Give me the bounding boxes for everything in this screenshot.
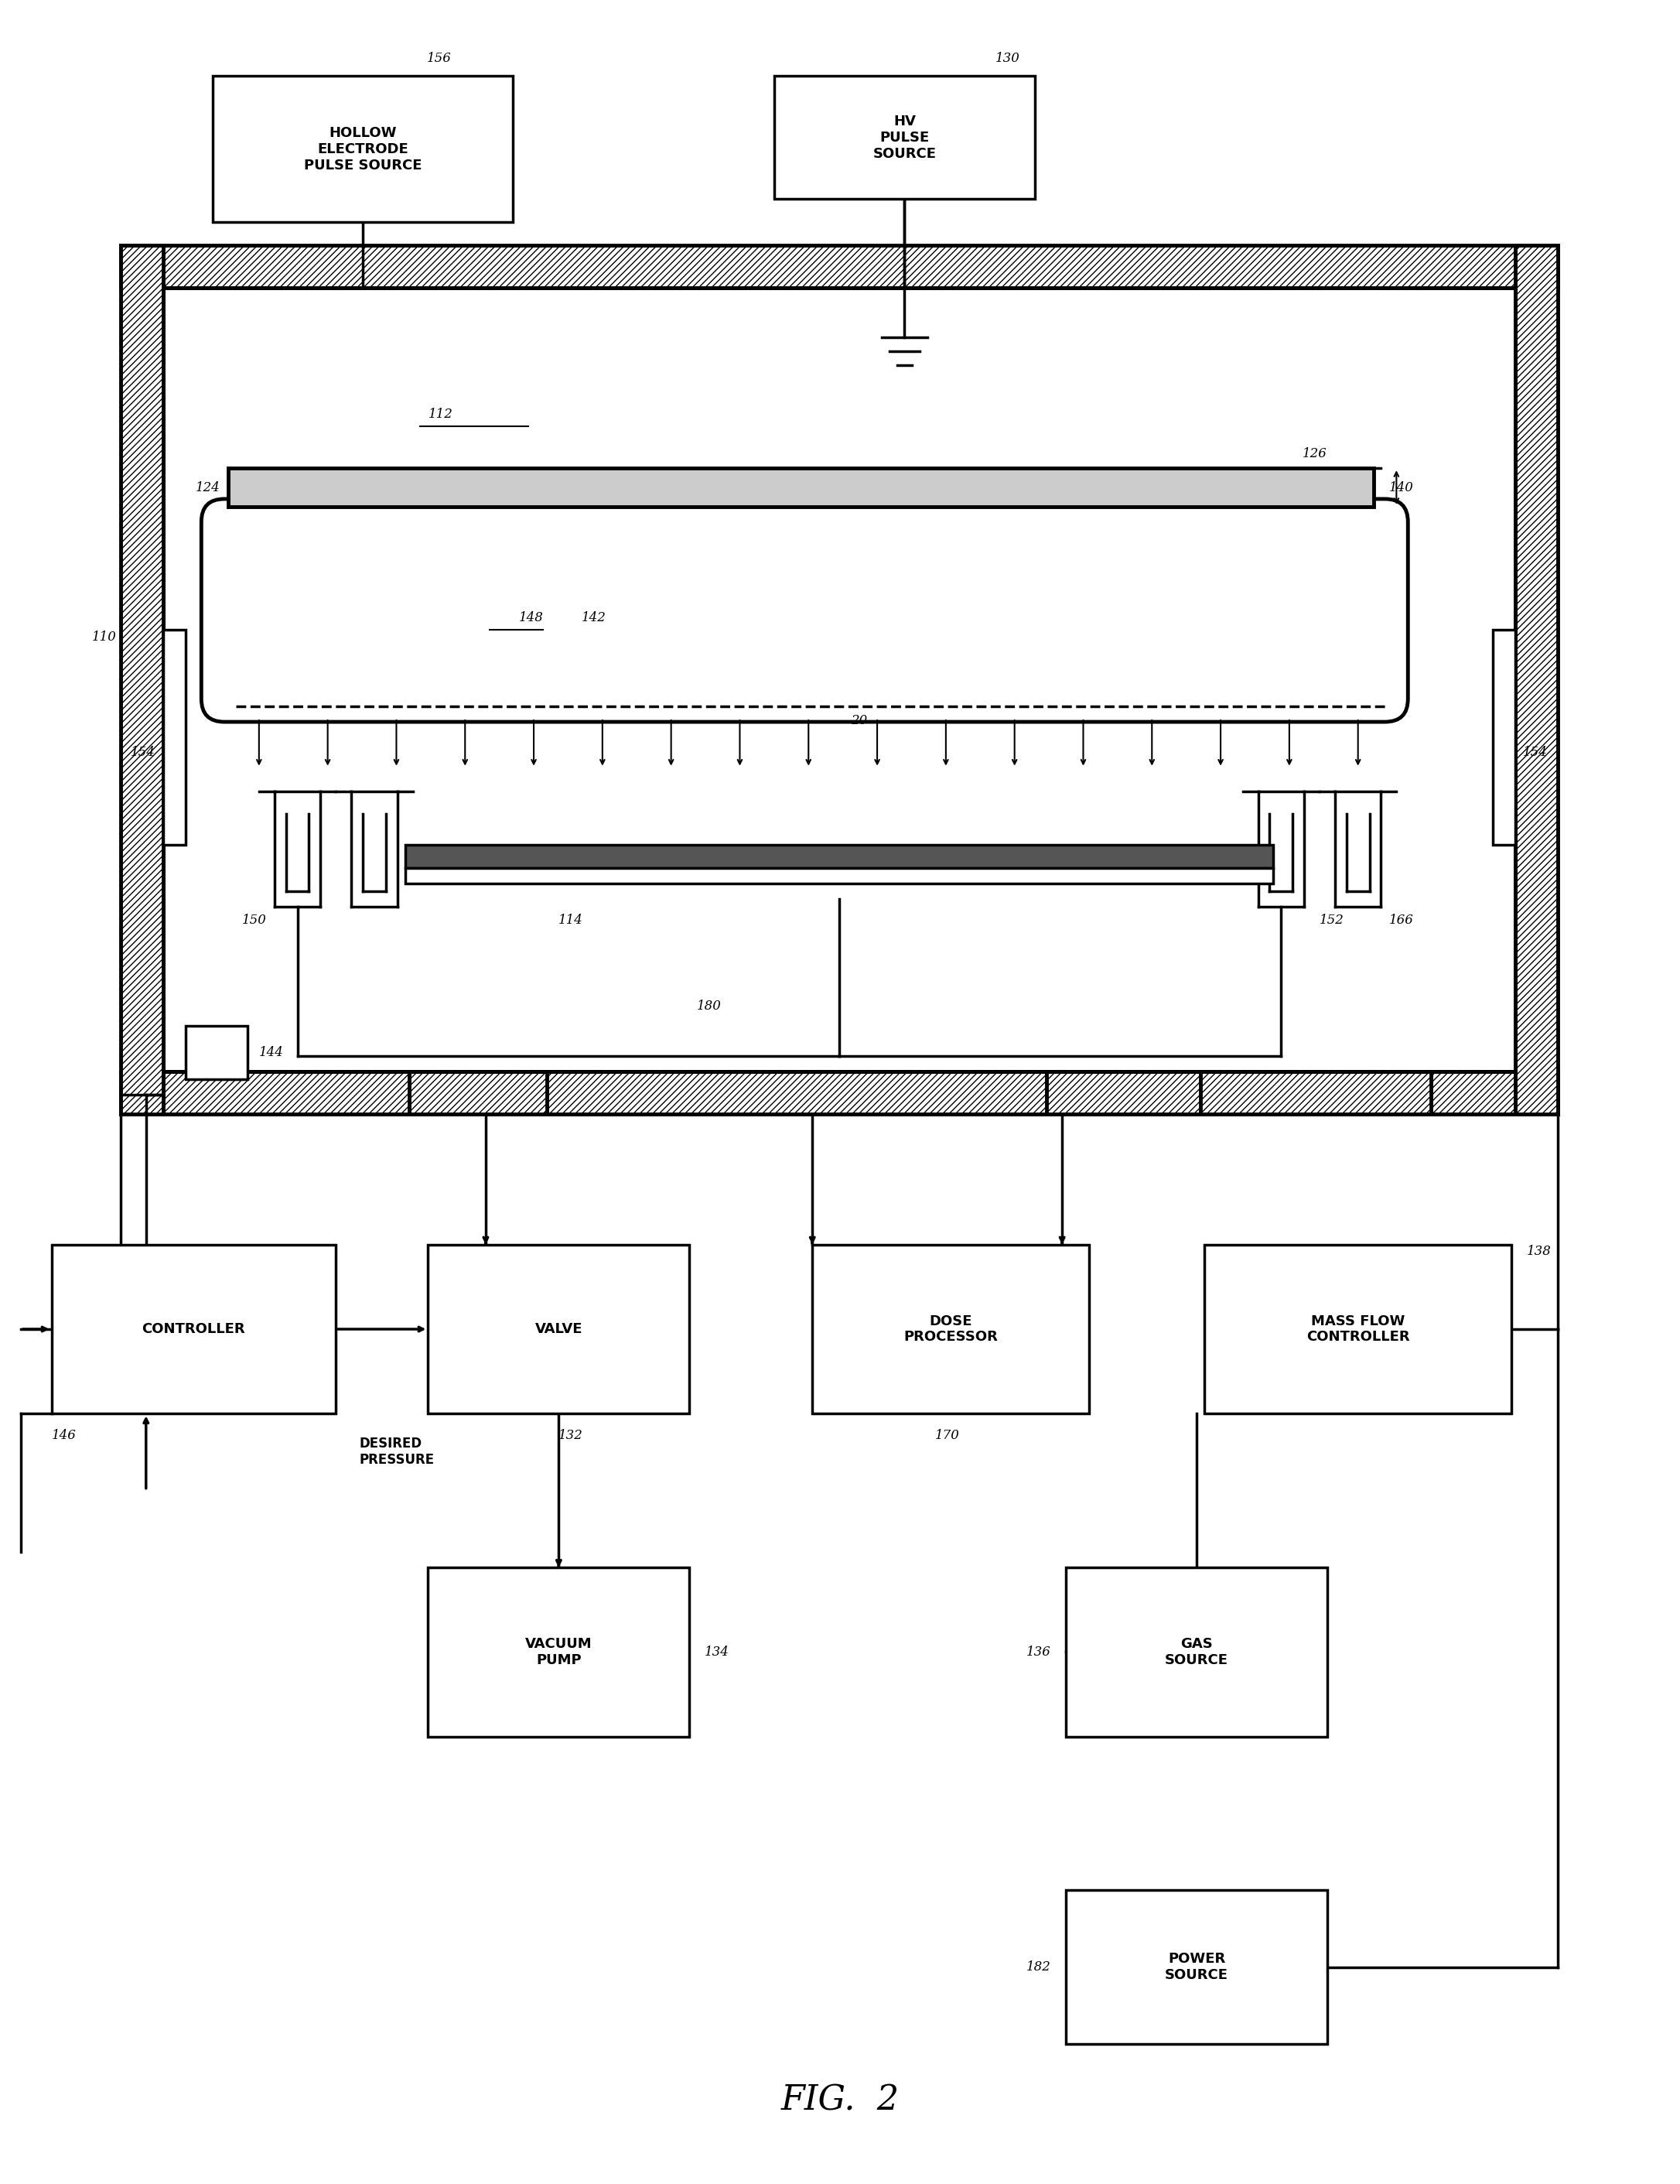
Text: 134: 134 — [704, 1645, 729, 1658]
Bar — [428, 1245, 689, 1413]
Text: 126: 126 — [1302, 448, 1327, 461]
Text: 130: 130 — [995, 52, 1020, 66]
Text: 110: 110 — [92, 631, 118, 644]
Text: 170: 170 — [936, 1428, 959, 1441]
Text: 112: 112 — [428, 408, 452, 422]
Text: 20: 20 — [850, 714, 867, 727]
Text: 150: 150 — [242, 915, 267, 928]
Bar — [813, 1245, 1089, 1413]
Bar — [163, 1072, 408, 1114]
Text: 146: 146 — [52, 1428, 76, 1441]
FancyBboxPatch shape — [202, 498, 1408, 723]
Text: 136: 136 — [1026, 1645, 1050, 1658]
Text: 132: 132 — [559, 1428, 583, 1441]
Text: 144: 144 — [259, 1046, 284, 1059]
Bar — [121, 245, 1557, 288]
Text: HV
PULSE
SOURCE: HV PULSE SOURCE — [874, 114, 936, 162]
Bar — [1065, 1891, 1327, 2044]
Text: DOSE
PROCESSOR: DOSE PROCESSOR — [904, 1315, 998, 1343]
Bar — [163, 288, 1515, 1072]
Text: 124: 124 — [197, 480, 220, 494]
Text: VACUUM
PUMP: VACUUM PUMP — [526, 1638, 593, 1666]
Bar — [186, 1026, 247, 1079]
Bar — [405, 867, 1273, 882]
Text: GAS
SOURCE: GAS SOURCE — [1164, 1638, 1228, 1666]
Bar — [1201, 1072, 1431, 1114]
Bar — [1492, 629, 1515, 845]
Bar — [774, 76, 1035, 199]
Text: 138: 138 — [1527, 1245, 1552, 1258]
Text: HOLLOW
ELECTRODE
PULSE SOURCE: HOLLOW ELECTRODE PULSE SOURCE — [304, 127, 422, 173]
Text: 148: 148 — [519, 612, 543, 625]
Text: 166: 166 — [1389, 915, 1413, 928]
Text: FIG.  2: FIG. 2 — [781, 2084, 899, 2116]
Bar — [428, 1568, 689, 1736]
Text: POWER
SOURCE: POWER SOURCE — [1164, 1952, 1228, 1983]
Text: 142: 142 — [581, 612, 606, 625]
Bar — [121, 1072, 1557, 1114]
Text: 180: 180 — [697, 1000, 722, 1013]
Bar — [213, 76, 512, 223]
Text: 154: 154 — [1524, 747, 1547, 760]
Text: 182: 182 — [1026, 1961, 1050, 1974]
Text: DESIRED
PRESSURE: DESIRED PRESSURE — [360, 1437, 433, 1468]
Bar — [1065, 1568, 1327, 1736]
Text: MASS FLOW
CONTROLLER: MASS FLOW CONTROLLER — [1307, 1315, 1410, 1343]
Bar — [1205, 1245, 1512, 1413]
Bar — [1515, 245, 1557, 1114]
Text: VALVE: VALVE — [534, 1321, 583, 1337]
Bar — [121, 245, 163, 1114]
Bar — [228, 467, 1373, 507]
Text: 156: 156 — [427, 52, 452, 66]
Text: 140: 140 — [1389, 480, 1413, 494]
Bar — [405, 845, 1273, 867]
Text: 114: 114 — [559, 915, 583, 928]
Text: 152: 152 — [1319, 915, 1344, 928]
Bar — [163, 629, 186, 845]
Bar — [52, 1245, 336, 1413]
Text: CONTROLLER: CONTROLLER — [143, 1321, 245, 1337]
Bar — [548, 1072, 1047, 1114]
Text: 154: 154 — [131, 747, 155, 760]
